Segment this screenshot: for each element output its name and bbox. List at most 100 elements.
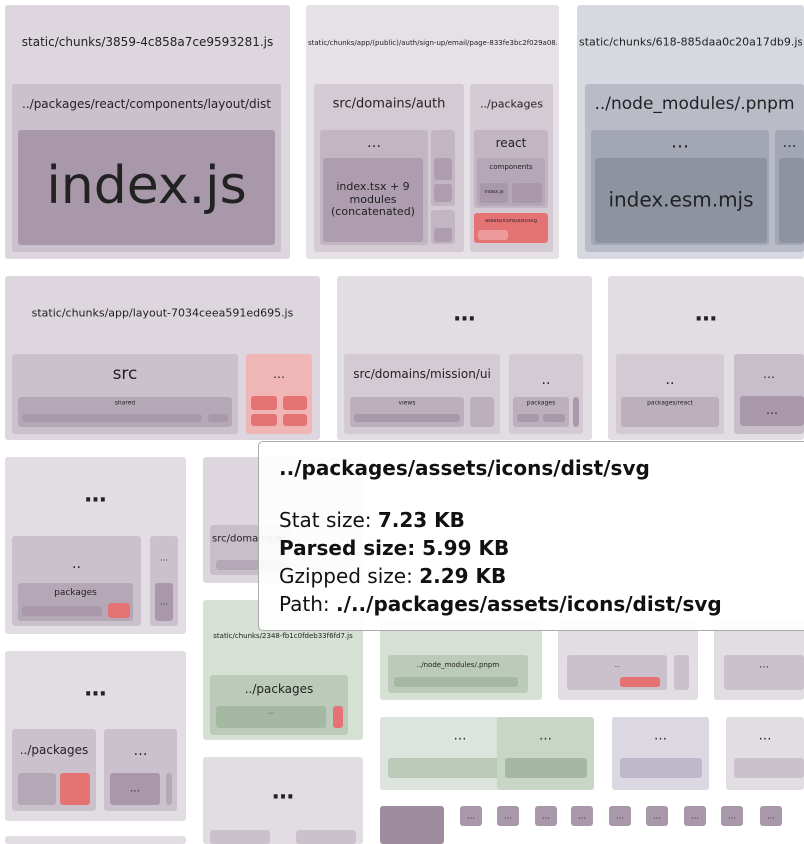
cell-label: … (653, 811, 661, 821)
treemap-cell[interactable]: … (726, 717, 804, 790)
cell-label: … (160, 553, 168, 563)
treemap-cell[interactable] (22, 606, 102, 616)
treemap-cell[interactable] (166, 773, 172, 805)
treemap-cell[interactable]: … (609, 806, 631, 826)
gzipped-size-value: 2.29 KB (419, 564, 507, 588)
treemap-cell[interactable] (620, 677, 660, 687)
treemap-cell[interactable] (434, 158, 452, 180)
treemap-cell[interactable] (283, 414, 307, 426)
treemap-cell[interactable] (779, 158, 804, 243)
treemap-cell[interactable] (674, 655, 689, 690)
treemap-cell[interactable] (60, 773, 90, 805)
cell-label: index.js (46, 157, 247, 217)
treemap-cell[interactable] (512, 183, 542, 203)
treemap-cell[interactable] (505, 758, 587, 778)
cell-label: packages/react (647, 400, 693, 407)
treemap-cell[interactable]: … (760, 806, 782, 826)
treemap-cell[interactable]: … (740, 396, 804, 426)
cell-label: .. (614, 660, 620, 669)
cell-label: … (767, 811, 775, 821)
treemap-cell[interactable]: shared (18, 397, 232, 427)
cell-label: … (84, 676, 107, 702)
treemap-cell[interactable] (734, 758, 804, 778)
cell-label: … (84, 482, 107, 508)
cell-label: components (489, 162, 533, 171)
treemap-cell[interactable]: index.js (18, 130, 275, 245)
cell-label: views (398, 400, 416, 407)
treemap-cell[interactable] (470, 397, 494, 427)
treemap-cell[interactable] (434, 184, 452, 202)
cell-label: … (758, 729, 772, 744)
treemap-cell[interactable]: index.js (480, 183, 508, 203)
tooltip: ../packages/assets/icons/dist/svg Stat s… (258, 441, 804, 631)
treemap-cell[interactable] (210, 830, 270, 844)
cell-label: index.js (484, 190, 504, 196)
cell-label: shared (114, 400, 136, 407)
cell-label: … (133, 742, 148, 759)
tooltip-title: ../packages/assets/icons/dist/svg (279, 456, 650, 480)
parsed-size-value: 5.99 KB (422, 536, 510, 560)
path-label: Path: (279, 592, 330, 616)
treemap-cell[interactable]: … (535, 806, 557, 826)
cell-label: ../node_modules/.pnpm (416, 660, 500, 669)
path-value: ./../packages/assets/icons/dist/svg (336, 592, 722, 616)
treemap-cell[interactable] (394, 677, 518, 687)
treemap-cell[interactable] (251, 414, 277, 426)
treemap-cell[interactable]: packages/react (621, 397, 719, 427)
treemap-cell[interactable]: … (460, 806, 482, 826)
treemap-cell[interactable]: index.esm.mjs (595, 158, 767, 243)
treemap-cell[interactable] (251, 396, 277, 410)
treemap-cell[interactable] (22, 414, 202, 422)
cell-label: ../packages (244, 683, 314, 697)
treemap-cell[interactable] (388, 758, 528, 778)
cell-label: .. (541, 371, 551, 388)
treemap-cell[interactable] (18, 773, 56, 805)
treemap-cell[interactable]: … (155, 583, 173, 621)
treemap-cell[interactable]: … (110, 773, 160, 805)
treemap-cell[interactable]: … (216, 706, 326, 728)
cell-label: ../packages (19, 744, 89, 758)
treemap-cell[interactable]: … (684, 806, 706, 826)
treemap-cell[interactable] (573, 397, 579, 427)
treemap-cell[interactable] (517, 414, 539, 422)
treemap-cell[interactable] (434, 228, 452, 242)
cell-label: static/chunks/app/(public)/auth/sign-up/… (308, 38, 557, 47)
treemap-cell[interactable] (333, 706, 343, 728)
treemap-cell[interactable]: … (571, 806, 593, 826)
treemap-cell[interactable] (478, 230, 508, 240)
cell-label: packages (526, 400, 556, 407)
treemap-cell[interactable]: … (721, 806, 743, 826)
treemap-cell[interactable]: … (646, 806, 668, 826)
treemap-cell[interactable]: … (203, 757, 363, 844)
treemap-cell[interactable] (108, 603, 130, 618)
treemap-cell[interactable]: … (150, 536, 178, 626)
cell-label: index.esm.mjs (608, 188, 754, 212)
treemap-cell[interactable]: … (497, 717, 594, 790)
treemap-cell[interactable]: packages (513, 397, 569, 427)
cell-label: … (671, 132, 689, 153)
gzipped-size-label: Gzipped size: (279, 564, 413, 588)
treemap-cell[interactable] (380, 806, 444, 844)
treemap-cell[interactable]: … (497, 806, 519, 826)
cell-label: … (453, 729, 467, 744)
cell-label: ../packages/react/components/layout/dist (22, 98, 271, 112)
stat-size: Stat size: 7.23 KB (279, 506, 797, 534)
cell-label: packages (54, 587, 97, 598)
cell-label: static/chunks/3859-4c858a7ce9593281.js (21, 36, 274, 50)
treemap-cell[interactable] (216, 560, 286, 570)
treemap-cell[interactable] (543, 414, 565, 422)
treemap-cell[interactable] (354, 414, 460, 422)
treemap-cell[interactable] (5, 836, 186, 844)
treemap-cell[interactable]: … (724, 655, 804, 690)
treemap-cell[interactable]: ../node_modules/.pnpm (388, 655, 528, 693)
treemap-cell[interactable] (620, 758, 702, 778)
treemap-cell[interactable] (296, 830, 356, 844)
treemap-cell[interactable] (208, 414, 228, 422)
treemap-cell[interactable] (283, 396, 307, 410)
treemap-cell[interactable]: … (612, 717, 709, 790)
treemap-cell[interactable]: views (350, 397, 464, 427)
cell-label: … (728, 811, 736, 821)
cell-label: assets/icons/dist/svg (485, 219, 537, 225)
treemap-cell[interactable]: index.tsx + 9 modules (concatenated) (323, 158, 423, 242)
